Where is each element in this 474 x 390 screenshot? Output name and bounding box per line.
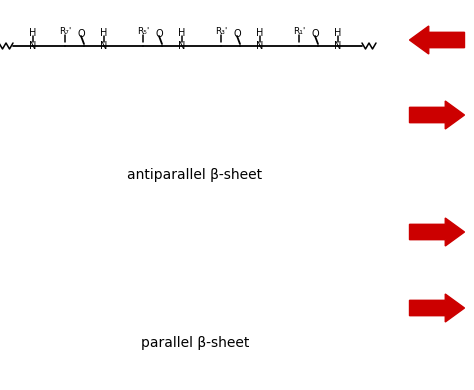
Text: R₃': R₃' — [215, 27, 227, 35]
Text: N: N — [256, 41, 264, 51]
Text: R₁': R₁' — [293, 27, 305, 35]
Text: O: O — [77, 29, 85, 39]
Polygon shape — [410, 294, 465, 322]
Text: N: N — [100, 41, 108, 51]
Text: H: H — [29, 28, 36, 38]
Text: R₅': R₅' — [137, 27, 149, 35]
Text: O: O — [233, 29, 241, 39]
Text: N: N — [29, 41, 36, 51]
Text: O: O — [155, 29, 163, 39]
Text: H: H — [334, 28, 342, 38]
Text: N: N — [334, 41, 342, 51]
Text: H: H — [100, 28, 108, 38]
Text: O: O — [311, 29, 319, 39]
Text: N: N — [178, 41, 186, 51]
Text: antiparallel β-sheet: antiparallel β-sheet — [128, 168, 263, 182]
Polygon shape — [410, 26, 465, 54]
Text: H: H — [256, 28, 264, 38]
Text: R₇': R₇' — [59, 27, 71, 35]
Text: parallel β-sheet: parallel β-sheet — [141, 336, 249, 350]
Text: H: H — [178, 28, 186, 38]
Polygon shape — [410, 218, 465, 246]
Polygon shape — [410, 101, 465, 129]
